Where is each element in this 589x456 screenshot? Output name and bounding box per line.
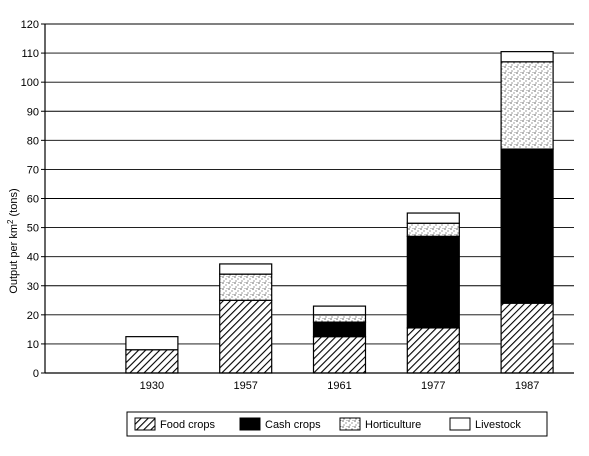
y-tick-label: 10 bbox=[27, 339, 39, 351]
bar-segment-livestock-1930 bbox=[125, 336, 179, 351]
y-tick-label: 70 bbox=[27, 164, 39, 176]
bar-segment-livestock-1977 bbox=[406, 212, 460, 224]
bar-segment-livestock-1987 bbox=[500, 51, 554, 63]
bar-segment-horticulture-1957 bbox=[219, 273, 273, 301]
legend-label: Livestock bbox=[475, 419, 521, 431]
bar-segment-food-crops-1987 bbox=[500, 302, 554, 374]
legend-box bbox=[126, 411, 548, 437]
bar-segment-cash-crops-1987 bbox=[500, 148, 554, 304]
legend-label: Horticulture bbox=[365, 419, 421, 431]
legend-swatch-cash-crops bbox=[239, 417, 261, 431]
y-axis-label-superscript: 2 bbox=[6, 219, 15, 224]
bar-segment-cash-crops-1961 bbox=[312, 321, 367, 338]
y-tick-label: 120 bbox=[21, 19, 39, 31]
y-tick-label: 30 bbox=[27, 281, 39, 293]
y-tick-label: 20 bbox=[27, 310, 39, 322]
x-tick-labels: 1930 1957 1961 1977 1987 bbox=[140, 380, 540, 392]
legend-swatch-livestock bbox=[449, 417, 471, 431]
bar-segment-livestock-1961 bbox=[312, 305, 367, 316]
y-tick-label: 0 bbox=[33, 368, 39, 380]
bar-segment-food-crops-1961 bbox=[312, 336, 367, 374]
y-tick-label: 90 bbox=[27, 106, 39, 118]
bar-segment-horticulture-1961 bbox=[312, 314, 367, 323]
bar-segment-food-crops-1977 bbox=[406, 327, 460, 374]
y-tick-label: 60 bbox=[27, 194, 39, 206]
x-tick-label: 1930 bbox=[140, 380, 164, 392]
bar-segment-horticulture-1977 bbox=[406, 222, 460, 237]
x-tick-label: 1957 bbox=[233, 380, 257, 392]
y-axis-label: Output per km2 (tons) bbox=[6, 188, 20, 293]
legend-swatch-food-crops bbox=[134, 417, 156, 431]
x-tick-label: 1977 bbox=[421, 380, 445, 392]
x-tick-label: 1961 bbox=[327, 380, 351, 392]
bars bbox=[125, 51, 554, 374]
legend-label: Food crops bbox=[160, 419, 216, 431]
y-tick-labels: 0 10 20 30 40 50 60 70 80 90 100 110 120 bbox=[21, 19, 45, 380]
bar-segment-cash-crops-1977 bbox=[406, 235, 460, 329]
y-tick-label: 50 bbox=[27, 223, 39, 235]
bar-segment-food-crops-1930 bbox=[125, 349, 179, 374]
bar-segment-food-crops-1957 bbox=[219, 299, 273, 374]
gridlines bbox=[45, 23, 574, 345]
y-tick-label: 40 bbox=[27, 252, 39, 264]
legend-swatch-horticulture bbox=[339, 417, 361, 431]
bar-segment-horticulture-1987 bbox=[500, 61, 554, 150]
legend-label: Cash crops bbox=[265, 419, 321, 431]
y-tick-label: 80 bbox=[27, 135, 39, 147]
y-tick-label: 100 bbox=[21, 77, 39, 89]
bar-segment-livestock-1957 bbox=[219, 263, 273, 275]
y-tick-label: 110 bbox=[21, 48, 39, 60]
x-tick-label: 1987 bbox=[515, 380, 539, 392]
legend: Food crops Cash crops Horticulture Livestoc… bbox=[126, 411, 548, 437]
